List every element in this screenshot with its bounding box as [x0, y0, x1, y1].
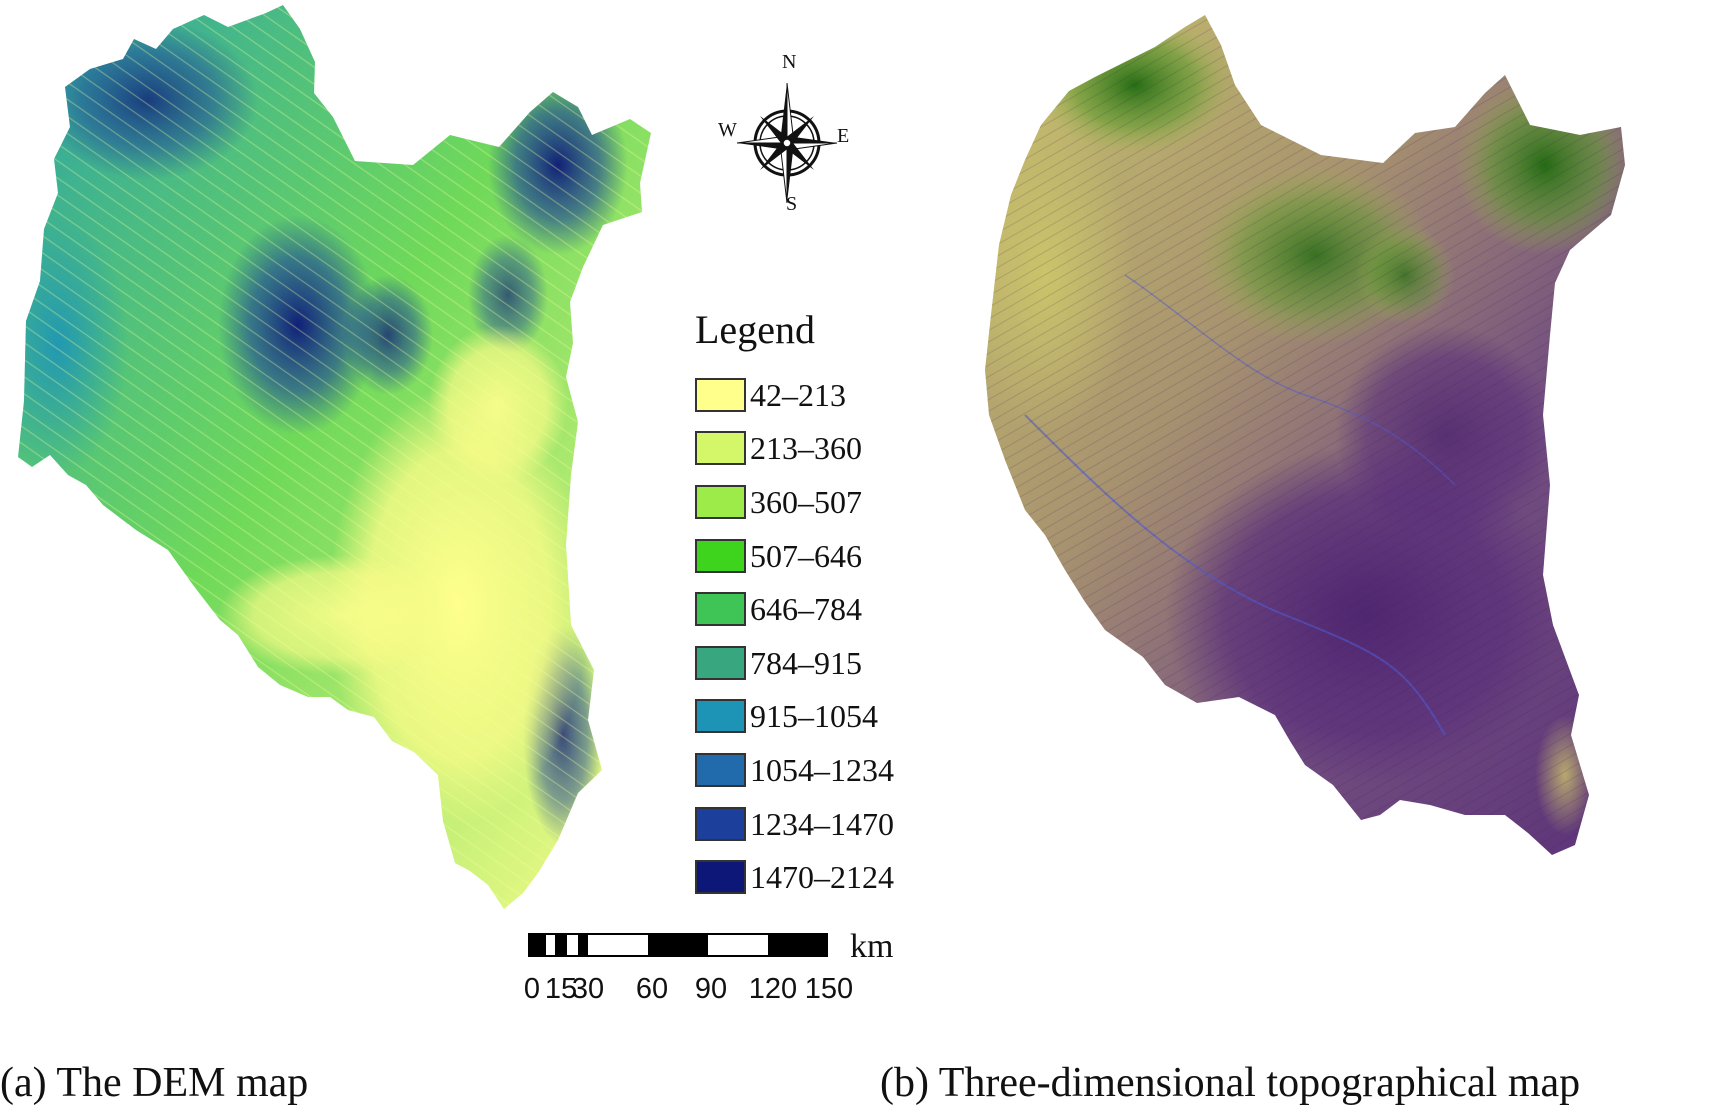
legend-swatch	[695, 699, 746, 734]
legend-item: 784–915	[695, 636, 955, 690]
compass-west-label: W	[718, 119, 737, 141]
scale-tick-label: 90	[694, 973, 728, 1005]
legend-item: 507–646	[695, 529, 955, 583]
legend-swatch	[695, 484, 746, 519]
legend-title: Legend	[695, 307, 815, 352]
legend-swatch	[695, 806, 746, 841]
scale-tick-label: 120	[748, 973, 798, 1005]
legend-item: 360–507	[695, 475, 955, 529]
compass-rose: N W E S	[718, 51, 850, 235]
scale-tick-label: 150	[804, 973, 854, 1005]
legend-swatch	[695, 538, 746, 573]
compass-south-label: S	[786, 193, 798, 215]
legend-swatch	[695, 377, 746, 412]
legend-swatch	[695, 645, 746, 680]
caption-dem-map: (a) The DEM map	[0, 1060, 309, 1106]
dem-map	[18, 5, 651, 909]
legend-swatch	[695, 592, 746, 627]
legend-label: 360–507	[750, 483, 862, 520]
legend-item: 1234–1470	[695, 797, 955, 851]
scale-tick-label: 15	[544, 973, 578, 1005]
legend-swatch	[695, 431, 746, 466]
legend-label: 1234–1470	[750, 805, 894, 842]
legend-label: 213–360	[750, 430, 862, 467]
scale-tick-label: 60	[635, 973, 669, 1005]
legend-label: 784–915	[750, 644, 862, 681]
scale-bar: km 0 15 30 60 90 120 150	[524, 928, 908, 1005]
compass-star-icon	[736, 82, 838, 204]
legend-item: 1054–1234	[695, 743, 955, 797]
legend-label: 1470–2124	[750, 859, 894, 896]
scale-tick-label: 0	[523, 973, 541, 1005]
legend-swatch	[695, 752, 746, 787]
scale-tick-label: 30	[571, 973, 605, 1005]
legend-label: 915–1054	[750, 698, 878, 735]
legend-items: 42–213 213–360 360–507 507–646 646–784 784–91…	[695, 368, 955, 904]
legend-swatch	[695, 860, 746, 895]
legend-item: 213–360	[695, 422, 955, 476]
legend-label: 646–784	[750, 591, 862, 628]
legend-label: 1054–1234	[750, 751, 894, 788]
compass-east-label: E	[837, 125, 850, 147]
map-legend: Legend 42–213 213–360 360–507 507–646 646–78…	[695, 310, 955, 904]
scale-unit-label: km	[850, 928, 894, 965]
compass-north-label: N	[782, 51, 797, 73]
scale-tick-labels: 0 15 30 60 90 120 150	[524, 973, 868, 1005]
legend-item: 1470–2124	[695, 850, 955, 904]
legend-item: 915–1054	[695, 690, 955, 744]
legend-label: 507–646	[750, 537, 862, 574]
legend-label: 42–213	[750, 376, 846, 413]
legend-item: 42–213	[695, 368, 955, 422]
scale-bar-graphic	[528, 933, 828, 957]
topographic-3d-map	[985, 15, 1625, 855]
caption-3d-map: (b) Three-dimensional topographical map	[880, 1060, 1581, 1106]
legend-item: 646–784	[695, 582, 955, 636]
